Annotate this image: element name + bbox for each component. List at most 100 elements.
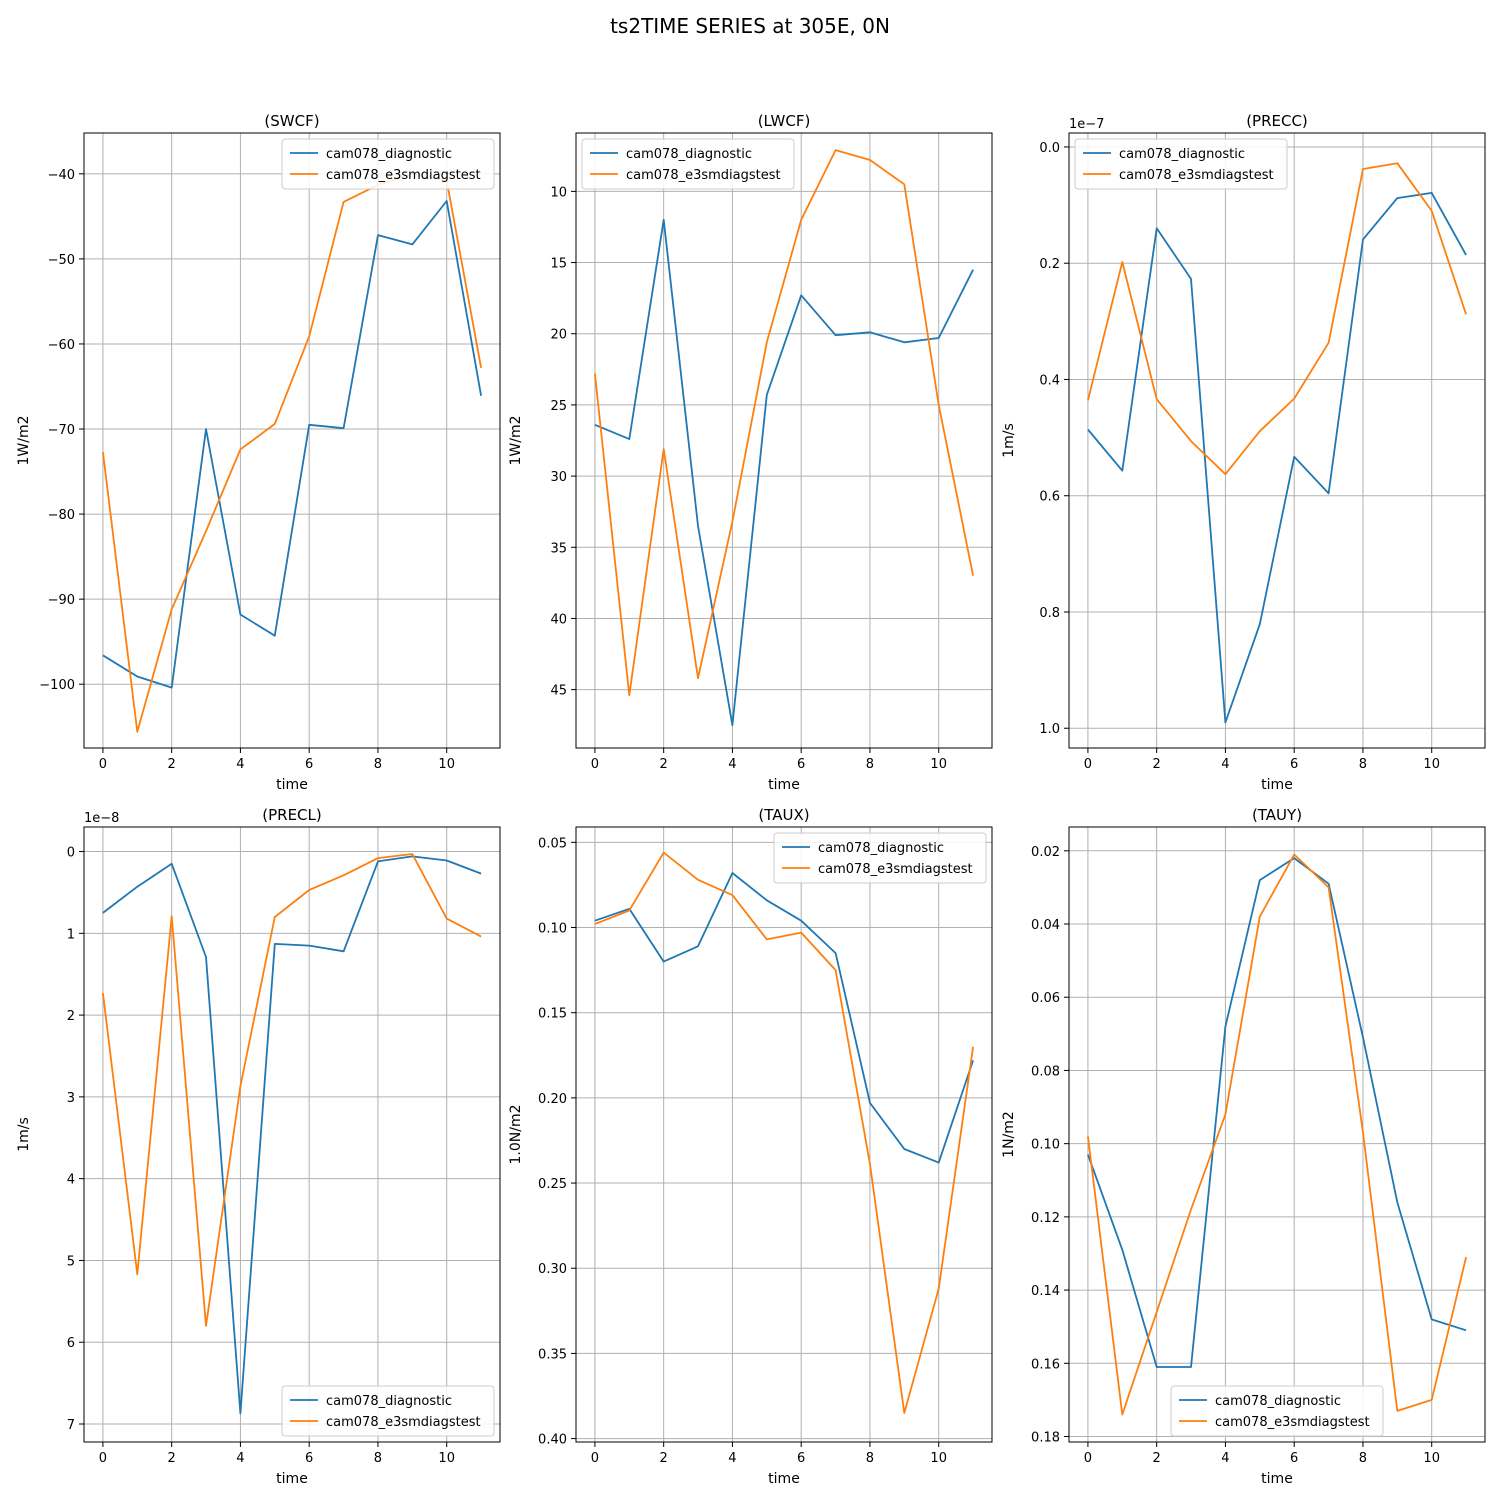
y-tick-label: −50 <box>48 253 75 268</box>
y-tick-label: 0.18 <box>1031 1431 1060 1446</box>
legend: cam078_diagnostic cam078_e3smdiagstest <box>581 138 795 190</box>
subplot-title: (PRECL) <box>262 806 321 824</box>
x-axis-label: time <box>1261 777 1293 793</box>
y-tick-label: 0.20 <box>538 1092 567 1107</box>
x-axis-label: time <box>1261 1471 1293 1487</box>
legend-label: cam078_e3smdiagstest <box>626 168 781 183</box>
x-tick-label: 2 <box>660 757 668 772</box>
y-tick-label: 35 <box>550 541 567 556</box>
legend: cam078_diagnostic cam078_e3smdiagstest <box>1074 138 1288 190</box>
y-tick-label: 0.14 <box>1031 1284 1060 1299</box>
y-tick-label: 0.8 <box>1039 606 1060 621</box>
y-tick-label: 0.25 <box>538 1177 567 1192</box>
y-tick-label: 7 <box>67 1418 75 1433</box>
x-tick-label: 8 <box>374 1451 382 1466</box>
legend-label: cam078_e3smdiagstest <box>326 1415 481 1430</box>
y-tick-label: 0.2 <box>1039 257 1060 272</box>
y-tick-label: 0.10 <box>538 922 567 937</box>
y-tick-label: 25 <box>550 399 567 414</box>
y-tick-label: 0.08 <box>1031 1064 1060 1079</box>
subplot-tauy: 0 2 4 6 8 10 0.02 0.04 0.06 0.08 0.10 0.12 0.14 0.16 0… <box>1001 806 1486 1487</box>
x-axis-label: time <box>276 1471 308 1487</box>
x-tick-label: 10 <box>438 1451 455 1466</box>
y-tick-label: 0.15 <box>538 1007 567 1022</box>
axes-frame <box>1068 826 1486 1443</box>
x-tick-label: 0 <box>1084 757 1092 772</box>
legend-label: cam078_diagnostic <box>818 841 944 856</box>
legend-box <box>773 832 987 884</box>
series-line-cam078_diagnostic <box>102 200 482 689</box>
x-tick-label: 0 <box>1084 1451 1092 1466</box>
legend: cam078_diagnostic cam078_e3smdiagstest <box>1170 1385 1384 1437</box>
y-tick-label: −40 <box>48 168 75 183</box>
y-tick-label: −100 <box>39 678 75 693</box>
y-axis-label: 1W/m2 <box>508 415 524 465</box>
subplot-precc: 0 2 4 6 8 10 0.0 0.2 0.4 0.6 0.8 1.0 1e−7 (PRECC) time… <box>1001 112 1486 793</box>
y-tick-label: 0.06 <box>1031 991 1060 1006</box>
x-tick-label: 0 <box>591 1451 599 1466</box>
x-tick-label: 8 <box>1359 757 1367 772</box>
y-tick-label: 0.12 <box>1031 1211 1060 1226</box>
legend-label: cam078_diagnostic <box>326 1394 452 1409</box>
x-axis-label: time <box>768 1471 800 1487</box>
y-tick-label: 30 <box>550 470 567 485</box>
x-tick-label: 10 <box>930 1451 947 1466</box>
y-tick-label: 2 <box>67 1009 75 1024</box>
y-tick-label: 0.16 <box>1031 1357 1060 1372</box>
subplot-lwcf: 0 2 4 6 8 10 10 15 20 25 30 35 40 45 (LWCF) time 1W/m2 ca… <box>508 112 993 793</box>
x-tick-label: 4 <box>1221 1451 1229 1466</box>
y-tick-label: −90 <box>48 593 75 608</box>
legend: cam078_diagnostic cam078_e3smdiagstest <box>773 832 987 884</box>
x-tick-label: 6 <box>305 1451 313 1466</box>
legend-box <box>581 138 795 190</box>
x-tick-label: 8 <box>866 757 874 772</box>
axes-frame <box>575 132 993 749</box>
y-tick-label: 0.04 <box>1031 918 1060 933</box>
subplot-title: (PRECC) <box>1246 112 1308 130</box>
series-line-cam078_e3smdiagstest <box>102 853 482 1327</box>
legend-label: cam078_diagnostic <box>626 147 752 162</box>
y-tick-label: 4 <box>67 1173 75 1188</box>
x-tick-label: 8 <box>866 1451 874 1466</box>
legend-box <box>281 138 495 190</box>
legend-box <box>1074 138 1288 190</box>
subplot-title: (TAUY) <box>1252 806 1302 824</box>
y-tick-label: −60 <box>48 338 75 353</box>
y-tick-label: 0.10 <box>1031 1138 1060 1153</box>
figure-title: ts2TIME SERIES at 305E, 0N <box>610 14 890 38</box>
x-tick-label: 2 <box>660 1451 668 1466</box>
axes-frame <box>83 826 501 1443</box>
y-tick-label: 6 <box>67 1336 75 1351</box>
subplot-precl: 0 2 4 6 8 10 0 1 2 3 4 5 6 7 1e−8 (PRECL) time 1m/s cam078… <box>16 806 501 1487</box>
axes-frame <box>83 132 501 749</box>
legend-label: cam078_e3smdiagstest <box>1119 168 1274 183</box>
legend-label: cam078_diagnostic <box>326 147 452 162</box>
x-tick-label: 2 <box>1153 1451 1161 1466</box>
y-tick-label: 10 <box>550 185 567 200</box>
x-tick-label: 0 <box>591 757 599 772</box>
x-tick-label: 6 <box>305 757 313 772</box>
x-tick-label: 8 <box>374 757 382 772</box>
y-tick-label: −80 <box>48 508 75 523</box>
y-axis-label: 1W/m2 <box>16 415 32 465</box>
x-tick-label: 6 <box>1290 1451 1298 1466</box>
y-tick-label: 0.4 <box>1039 373 1060 388</box>
x-tick-label: 6 <box>797 1451 805 1466</box>
y-tick-label: 0.0 <box>1039 141 1060 156</box>
series-line-cam078_diagnostic <box>1087 191 1467 724</box>
y-axis-label: 1m/s <box>1001 423 1017 458</box>
series-line-cam078_e3smdiagstest <box>594 149 974 697</box>
y-tick-label: 5 <box>67 1254 75 1269</box>
legend-label: cam078_diagnostic <box>1119 147 1245 162</box>
x-tick-label: 10 <box>438 757 455 772</box>
y-tick-label: 0 <box>67 846 75 861</box>
y-axis-label: 1.0N/m2 <box>508 1105 524 1165</box>
x-tick-label: 0 <box>99 757 107 772</box>
y-tick-label: 40 <box>550 612 567 627</box>
x-tick-label: 2 <box>1153 757 1161 772</box>
y-offset-text: 1e−8 <box>84 811 119 826</box>
x-tick-label: 4 <box>1221 757 1229 772</box>
x-tick-label: 10 <box>1423 1451 1440 1466</box>
x-tick-label: 4 <box>728 757 736 772</box>
